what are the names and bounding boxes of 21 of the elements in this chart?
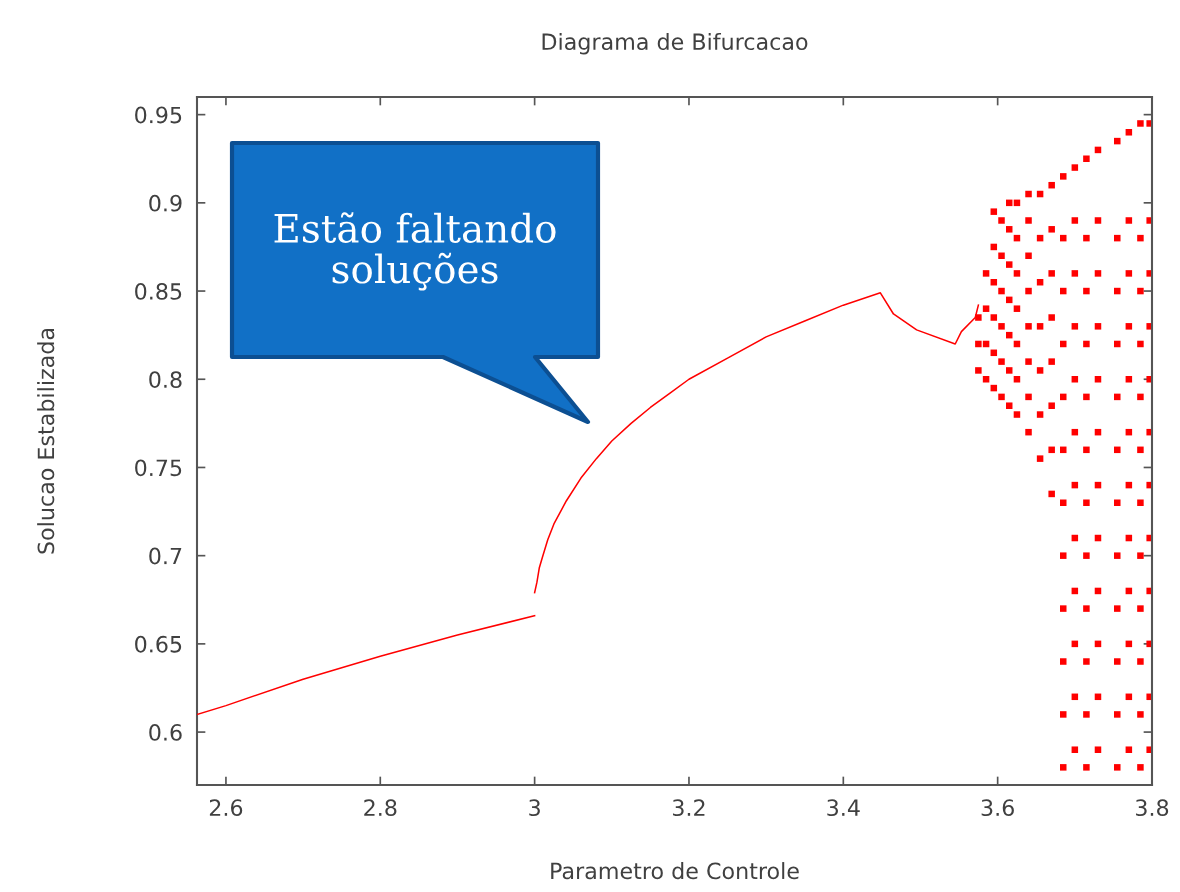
x-tick-label: 3.8: [1136, 799, 1169, 817]
x-tick-label: 2.8: [364, 799, 397, 817]
line-series: [197, 614, 536, 716]
line-series: [533, 292, 980, 594]
y-tick-label: 0.7: [149, 547, 182, 565]
y-tick-label: 0.75: [135, 459, 182, 477]
chart-title: Diagrama de Bifurcacao: [542, 32, 808, 55]
x-tick-label: 3.6: [981, 799, 1014, 817]
y-tick-label: 0.6: [149, 724, 182, 741]
x-tick-label: 3.4: [827, 799, 860, 817]
y-tick-label: 0.95: [135, 106, 182, 124]
x-tick-label: 2.6: [209, 799, 243, 817]
y-tick-label: 0.8: [149, 371, 182, 389]
y-tick-label: 0.9: [149, 194, 182, 212]
y-tick-label: 0.65: [135, 635, 182, 653]
annotation: Estão faltando soluções: [274, 212, 556, 291]
x-axis-title: Parametro de Controle: [551, 862, 799, 880]
y-axis-title: Solucao Estabilizada: [37, 329, 55, 554]
x-tick-label: 3.2: [672, 799, 705, 817]
y-tick-label: 0.85: [135, 283, 182, 300]
x-tick-label: 3: [529, 799, 540, 817]
